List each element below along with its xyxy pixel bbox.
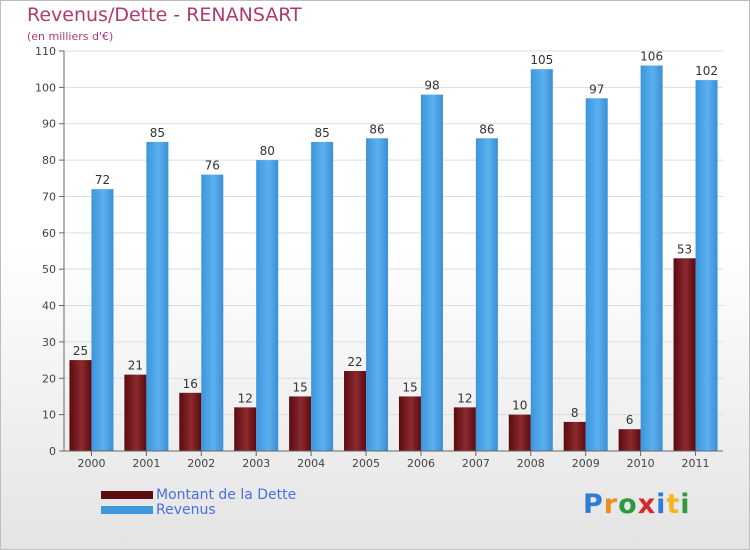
legend-item-revenue: Revenus	[101, 501, 296, 518]
logo-letter: o	[618, 489, 638, 520]
chart-subtitle: (en milliers d'€)	[27, 30, 114, 43]
y-tick-label: 70	[42, 190, 56, 203]
legend-swatch-debt	[101, 490, 153, 499]
x-tick-label: 2007	[462, 457, 490, 470]
bar-revenue	[91, 189, 114, 451]
bar-debt	[124, 374, 147, 451]
x-tick-label: 2006	[407, 457, 435, 470]
x-tick-label: 2000	[77, 457, 105, 470]
data-label-revenue: 102	[695, 64, 718, 78]
data-label-debt: 21	[128, 359, 143, 373]
legend-label-revenue: Revenus	[156, 501, 216, 518]
y-tick-label: 80	[42, 154, 56, 167]
bar-debt	[69, 360, 92, 451]
x-tick-label: 2008	[517, 457, 545, 470]
bar-debt	[563, 421, 586, 451]
data-label-debt: 16	[183, 377, 198, 391]
bar-revenue	[475, 138, 498, 452]
data-label-revenue: 106	[640, 50, 663, 64]
data-label-debt: 15	[402, 380, 417, 394]
y-tick-label: 10	[42, 409, 56, 422]
logo-letter: i	[656, 489, 667, 520]
data-label-debt: 15	[292, 380, 307, 394]
data-label-debt: 10	[512, 399, 527, 413]
data-label-debt: 8	[571, 406, 579, 420]
y-tick-label: 40	[42, 300, 56, 313]
logo-letter: t	[666, 489, 681, 520]
bar-debt	[673, 258, 696, 451]
legend-item-debt: Montant de la Dette	[101, 486, 297, 503]
legend-label-debt: Montant de la Dette	[156, 486, 297, 503]
bar-revenue	[640, 65, 663, 451]
y-tick-label: 20	[42, 372, 56, 385]
bar-debt	[234, 407, 257, 451]
x-tick-label: 2002	[187, 457, 215, 470]
data-label-debt: 53	[677, 242, 692, 256]
data-label-debt: 12	[457, 391, 472, 405]
y-tick-label: 110	[35, 45, 56, 58]
bar-revenue	[311, 141, 334, 451]
legend: Montant de la Dette Revenus	[101, 486, 297, 518]
x-tick-label: 2005	[352, 457, 380, 470]
gridlines	[64, 50, 723, 452]
data-label-revenue: 105	[530, 53, 553, 67]
bar-debt	[289, 396, 312, 451]
y-tick-label: 90	[42, 118, 56, 131]
x-tick-label: 2003	[242, 457, 270, 470]
data-label-revenue: 86	[479, 122, 494, 136]
data-label-revenue: 85	[150, 126, 165, 140]
data-label-revenue: 80	[260, 144, 275, 158]
bar-debt	[453, 407, 476, 451]
data-label-debt: 6	[626, 413, 634, 427]
data-label-revenue: 85	[314, 126, 329, 140]
x-tick-label: 2001	[132, 457, 160, 470]
logo-letter: x	[637, 489, 657, 520]
bar-revenue	[146, 141, 169, 451]
bar-debt	[508, 414, 531, 451]
bar-revenue	[420, 94, 443, 452]
logo-letter: r	[603, 489, 619, 520]
y-tick-label: 30	[42, 336, 56, 349]
bar-debt	[398, 396, 421, 451]
data-label-revenue: 72	[95, 173, 110, 187]
y-tick-label: 100	[35, 81, 56, 94]
data-labels: 25 72 21 85 16 76 12 80 15 85 22 86 15 98 12 86 10 105 8 97…	[73, 50, 718, 428]
data-label-debt: 25	[73, 344, 88, 358]
bar-revenue	[585, 98, 608, 451]
chart-title: Revenus/Dette - RENANSART	[27, 4, 302, 26]
logo-letter: P	[583, 489, 604, 520]
data-label-revenue: 98	[424, 79, 439, 93]
bar-debt	[179, 392, 202, 451]
proxiti-logo[interactable]: Proxiti	[583, 489, 691, 520]
legend-swatch-revenue	[101, 505, 153, 514]
x-tick-label: 2011	[682, 457, 710, 470]
bar-revenue	[256, 160, 279, 451]
logo-letter: i	[680, 489, 691, 520]
data-label-revenue: 76	[205, 159, 220, 173]
data-label-debt: 12	[238, 391, 253, 405]
bar-debt	[344, 371, 367, 451]
bar-revenue	[530, 69, 553, 451]
x-tick-label: 2009	[572, 457, 600, 470]
axes: 0 10 20 30 40 50 60 70 80 90 100 110 2000 2001 2002 200…	[35, 45, 723, 470]
bar-debt	[618, 429, 641, 451]
bars	[69, 65, 718, 452]
y-tick-label: 50	[42, 263, 56, 276]
data-label-debt: 22	[347, 355, 362, 369]
x-tick-label: 2004	[297, 457, 325, 470]
bar-revenue	[695, 80, 718, 451]
data-label-revenue: 97	[589, 82, 604, 96]
x-tick-label: 2010	[627, 457, 655, 470]
y-tick-label: 0	[49, 445, 56, 458]
y-tick-label: 60	[42, 227, 56, 240]
bar-revenue	[201, 174, 224, 452]
bar-revenue	[366, 138, 389, 452]
data-label-revenue: 86	[369, 122, 384, 136]
